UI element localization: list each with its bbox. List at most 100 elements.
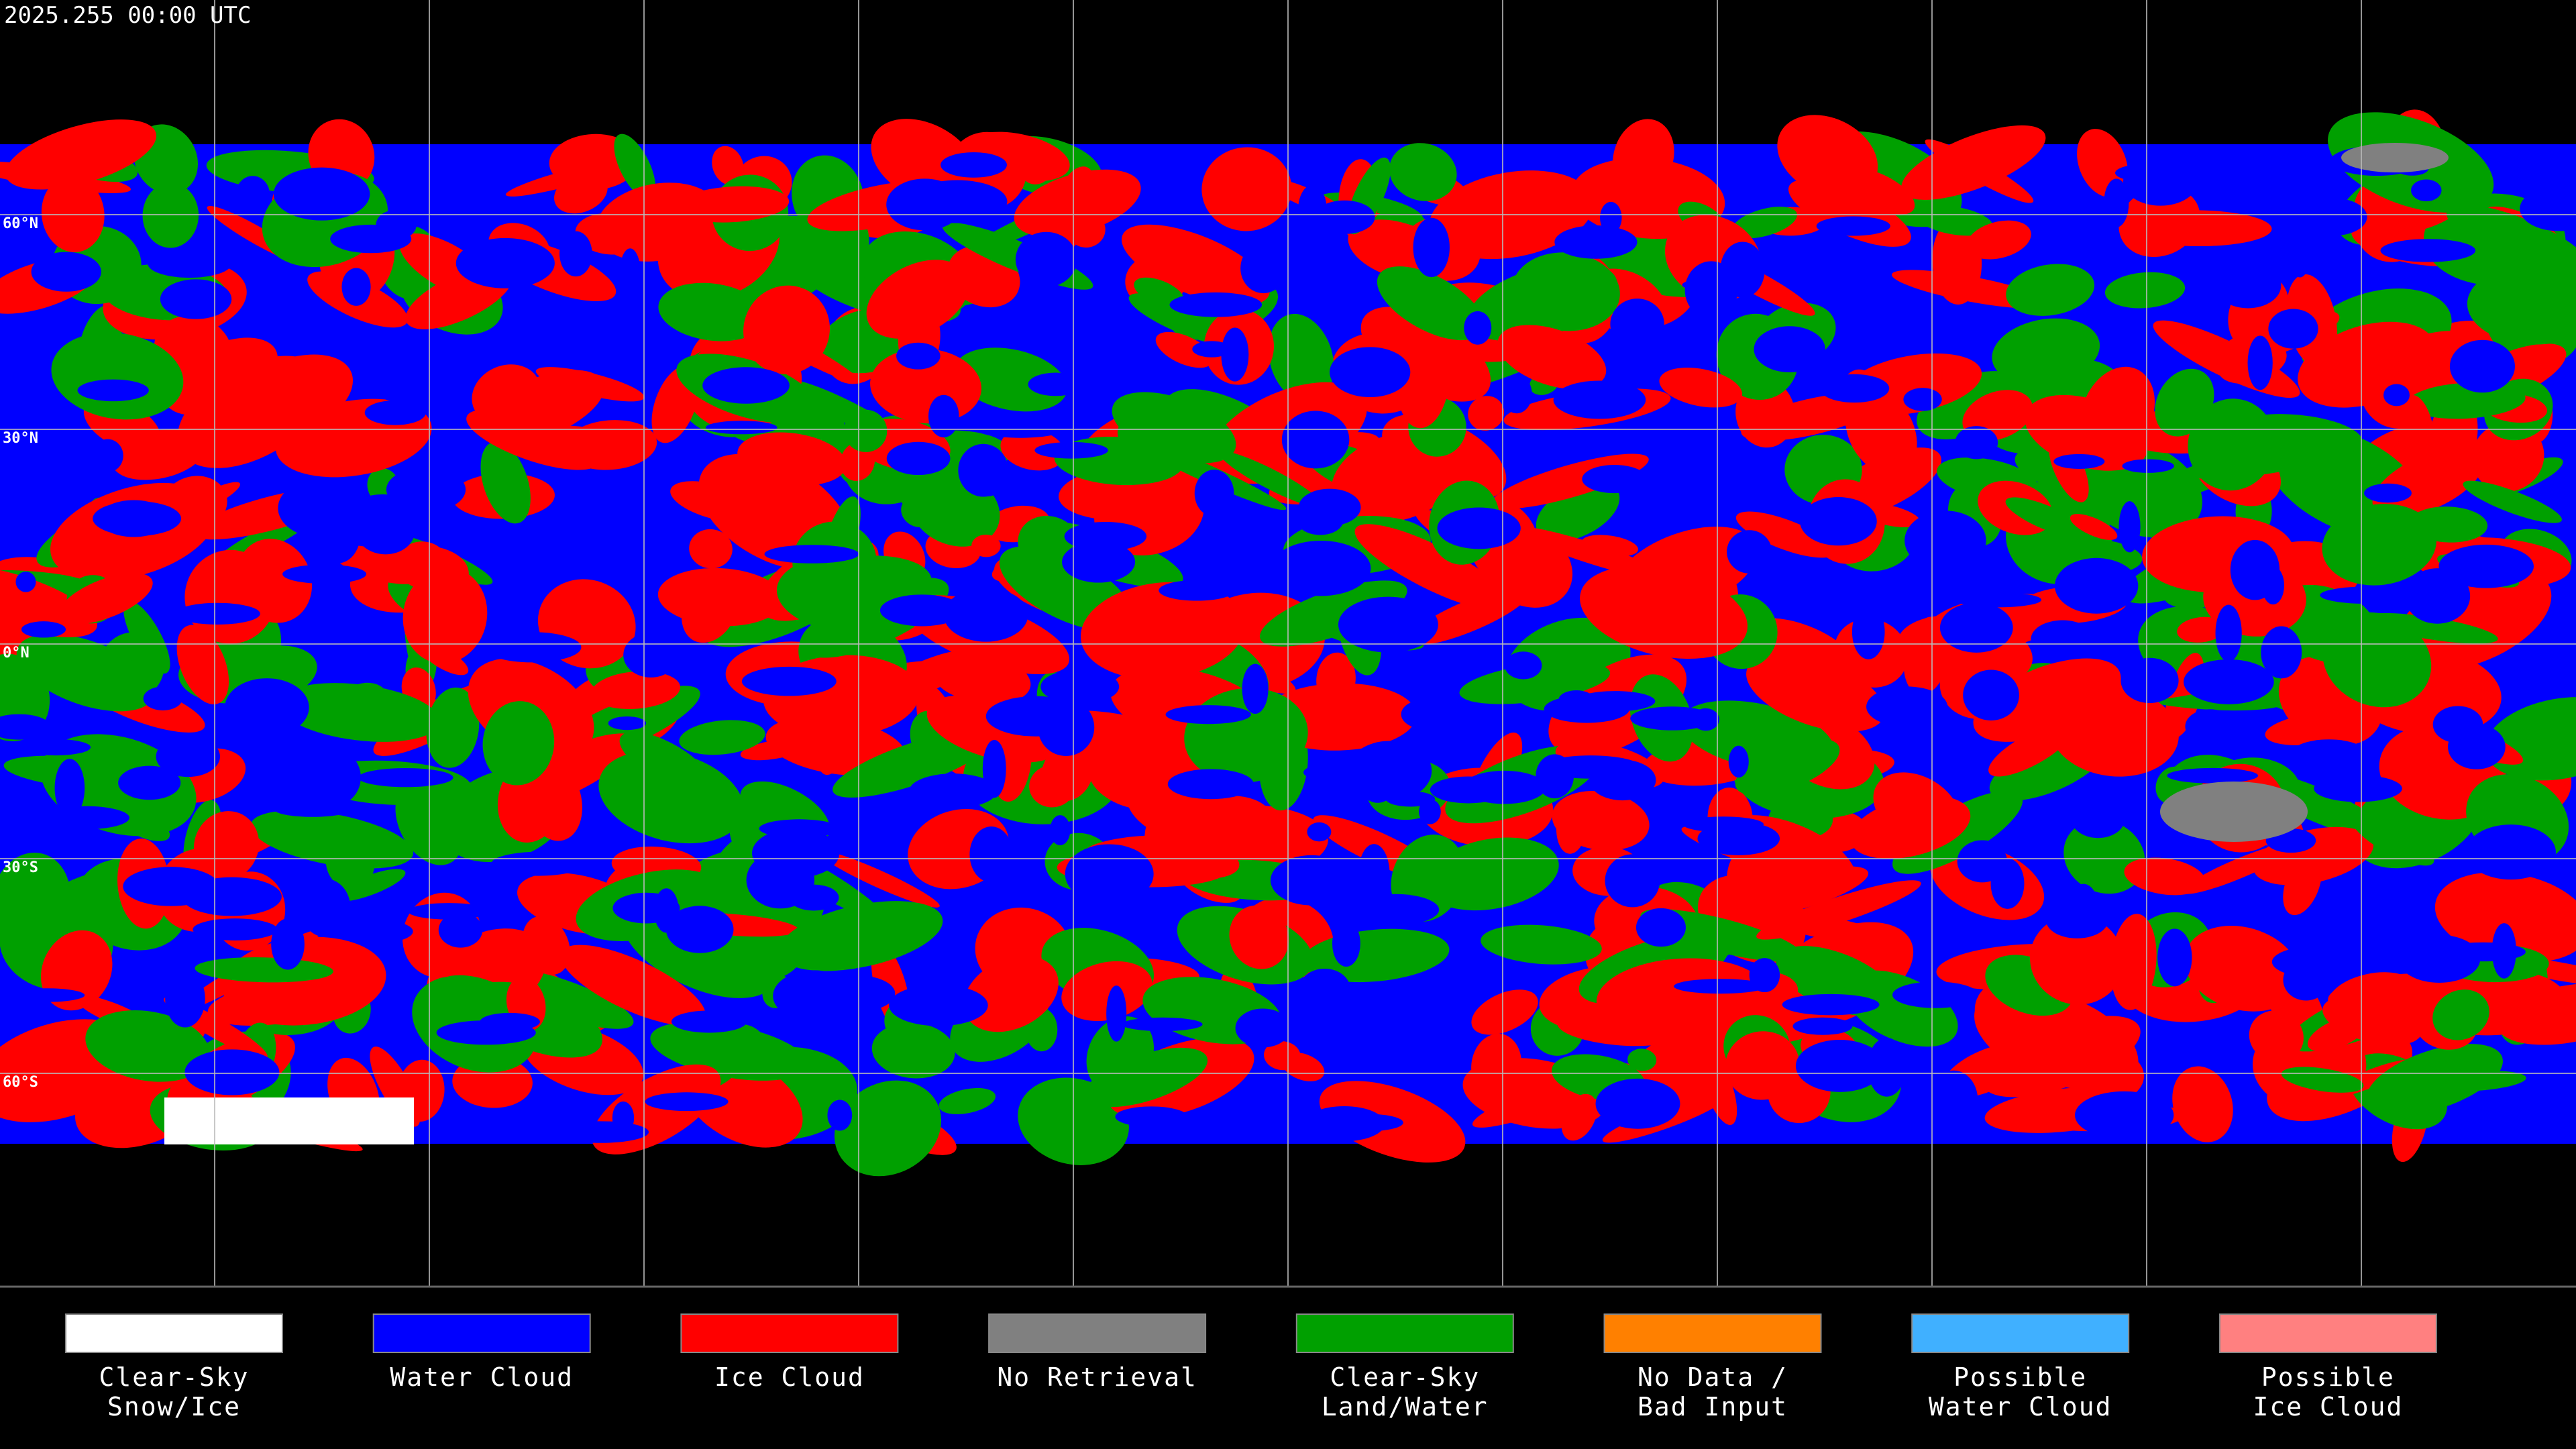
cloud-patch bbox=[1113, 733, 1174, 817]
cloud-patch bbox=[1756, 880, 1921, 940]
cloud-patch bbox=[2467, 264, 2576, 345]
water-patch bbox=[482, 632, 582, 663]
legend-swatch bbox=[680, 1313, 899, 1353]
water-patch bbox=[2383, 384, 2410, 407]
water-patch bbox=[1904, 511, 1986, 571]
water-patch bbox=[1401, 698, 1454, 730]
water-patch bbox=[982, 739, 1006, 798]
water-patch bbox=[0, 714, 51, 740]
cloud-patch bbox=[5, 119, 157, 190]
legend-label: Water Cloud bbox=[390, 1362, 574, 1392]
water-patch bbox=[1939, 602, 2013, 653]
water-patch bbox=[1728, 745, 1749, 778]
water-patch bbox=[1892, 981, 1979, 1008]
water-patch bbox=[1303, 1106, 1385, 1142]
water-patch bbox=[1418, 799, 1441, 824]
water-patch bbox=[941, 152, 1007, 178]
water-patch bbox=[271, 918, 305, 970]
water-patch bbox=[54, 759, 85, 818]
water-patch bbox=[2121, 657, 2179, 704]
cloud-patch bbox=[901, 496, 935, 527]
water-patch bbox=[2123, 156, 2198, 206]
cloud-patch bbox=[2110, 914, 2157, 1010]
water-patch bbox=[174, 602, 260, 625]
water-patch bbox=[1819, 374, 1890, 403]
water-patch bbox=[156, 736, 221, 777]
water-patch bbox=[2449, 339, 2515, 393]
water-patch bbox=[2174, 1036, 2244, 1055]
latitude-label: 60°S bbox=[3, 1074, 38, 1091]
water-patch bbox=[1281, 411, 1350, 469]
cloud-patch bbox=[2184, 926, 2301, 1012]
water-patch bbox=[896, 342, 941, 370]
water-patch bbox=[1782, 994, 1880, 1016]
water-patch bbox=[2031, 620, 2095, 658]
no-retrieval-patch bbox=[2160, 782, 2308, 842]
water-patch bbox=[1064, 521, 1147, 551]
water-patch bbox=[1605, 854, 1660, 908]
water-patch bbox=[2404, 568, 2471, 624]
water-patch bbox=[1800, 497, 1877, 546]
water-patch bbox=[235, 176, 270, 213]
cloud-patch bbox=[844, 409, 888, 452]
cloud-patch bbox=[1229, 905, 1289, 969]
cloud-patch bbox=[866, 260, 969, 339]
cloud-patch bbox=[2322, 612, 2432, 708]
cloud-patch bbox=[2322, 504, 2436, 586]
cloud-patch bbox=[614, 133, 656, 199]
legend-swatch bbox=[1295, 1313, 1514, 1353]
cloud-patch bbox=[834, 1080, 942, 1177]
cloud-patch bbox=[2030, 915, 2124, 1005]
cloud-patch bbox=[2369, 331, 2475, 384]
water-patch bbox=[1122, 1017, 1203, 1032]
cloud-patch bbox=[1561, 1093, 1597, 1141]
cloud-patch bbox=[1268, 313, 1334, 403]
water-patch bbox=[1062, 541, 1136, 583]
cloud-patch bbox=[591, 671, 681, 710]
water-patch bbox=[886, 178, 963, 231]
water-patch bbox=[702, 367, 790, 404]
cloud-patch bbox=[1259, 580, 1407, 647]
cloud-patch bbox=[1966, 220, 2031, 260]
water-patch bbox=[1221, 327, 1249, 382]
water-patch bbox=[1159, 580, 1235, 601]
cloud-patch bbox=[1556, 796, 1588, 854]
cloud-patch bbox=[218, 360, 263, 379]
cloud-patch bbox=[2070, 514, 2118, 540]
cloud-patch bbox=[123, 600, 170, 674]
water-patch bbox=[1298, 184, 1327, 235]
water-patch bbox=[273, 167, 370, 221]
water-patch bbox=[645, 1092, 729, 1112]
water-patch bbox=[455, 237, 555, 288]
water-patch bbox=[665, 906, 734, 953]
water-patch bbox=[184, 1049, 280, 1095]
water-patch bbox=[340, 920, 413, 943]
cloud-patch bbox=[1973, 658, 2121, 742]
water-patch bbox=[1145, 161, 1197, 209]
legend-label: Possible bbox=[2261, 1362, 2395, 1392]
water-patch bbox=[1015, 231, 1077, 287]
water-patch bbox=[77, 379, 149, 402]
cloud-patch bbox=[1014, 169, 1141, 237]
cloud-patch bbox=[1901, 125, 2046, 200]
cloud-patch bbox=[195, 957, 333, 983]
cloud-patch bbox=[333, 869, 406, 902]
water-patch bbox=[1955, 426, 1998, 460]
cloud-patch bbox=[402, 568, 488, 664]
water-patch bbox=[1928, 555, 1980, 574]
water-patch bbox=[160, 279, 232, 319]
water-patch bbox=[1167, 769, 1254, 800]
cloud-patch bbox=[2172, 1066, 2233, 1142]
water-patch bbox=[2301, 198, 2367, 236]
cloud-patch bbox=[1020, 152, 1052, 184]
cloud-patch bbox=[1084, 1047, 1208, 1108]
water-patch bbox=[143, 686, 182, 710]
cloud-patch bbox=[399, 233, 494, 299]
water-patch bbox=[1536, 754, 1574, 799]
water-patch bbox=[341, 268, 371, 306]
water-patch bbox=[1554, 225, 1638, 259]
water-patch bbox=[15, 572, 36, 592]
cloud-patch bbox=[2432, 989, 2489, 1040]
snow-patch bbox=[164, 1097, 414, 1144]
